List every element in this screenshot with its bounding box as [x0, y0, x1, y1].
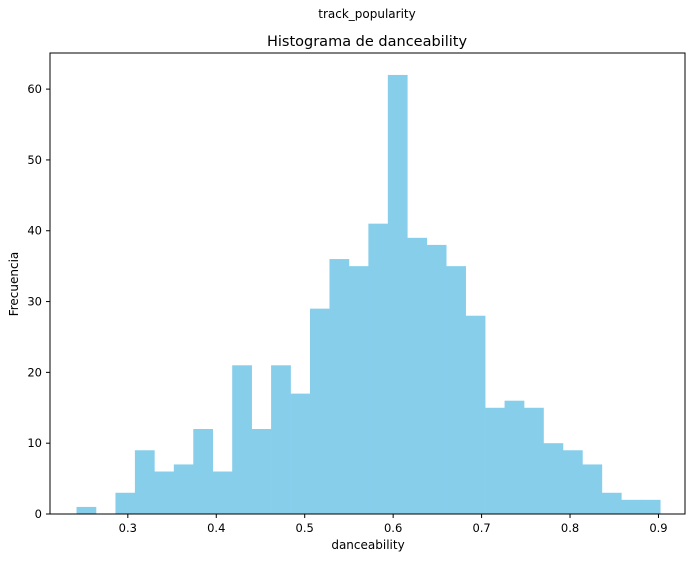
histogram-bar	[543, 443, 564, 514]
histogram-bar	[193, 429, 214, 514]
y-tick-label: 30	[27, 295, 42, 309]
y-tick-label: 40	[27, 224, 42, 238]
histogram-bar	[154, 471, 175, 514]
histogram-bar	[601, 492, 622, 514]
histogram-bar	[251, 429, 272, 514]
y-tick-label: 10	[27, 436, 42, 450]
histogram-bar	[115, 492, 136, 514]
histogram-bar	[271, 365, 291, 514]
histogram-bar	[621, 499, 642, 514]
x-tick-label: 0.5	[296, 521, 314, 535]
histogram-bar	[368, 223, 389, 514]
histogram-bar	[524, 407, 544, 514]
y-tick-label: 20	[27, 365, 42, 379]
y-tick-label: 0	[35, 507, 42, 521]
histogram-bar	[465, 315, 486, 514]
plot-frame	[49, 52, 686, 515]
x-tick-label: 0.6	[384, 521, 402, 535]
x-tick-label: 0.8	[561, 521, 579, 535]
histogram-bar	[407, 237, 428, 514]
histogram-bar	[504, 400, 525, 514]
x-axis-ticks: 0.3 0.4 0.5 0.6 0.7 0.8 0.9	[119, 514, 668, 535]
figure-suptitle: track_popularity	[318, 7, 415, 21]
histogram-bar	[426, 244, 447, 514]
y-axis-ticks: 0 10 20 30 40 50 60	[27, 82, 50, 521]
chart-title: Histograma de danceability	[267, 34, 467, 50]
x-tick-label: 0.3	[119, 521, 137, 535]
histogram-bar	[582, 464, 603, 514]
histogram-bar	[446, 266, 466, 514]
histogram-bar	[76, 506, 97, 514]
histogram-bar	[232, 365, 252, 514]
histogram-bar	[134, 450, 155, 514]
y-axis-label: Frecuencia	[7, 252, 21, 317]
y-tick-label: 50	[27, 153, 42, 167]
y-tick-label: 60	[27, 82, 42, 96]
histogram-bar	[348, 266, 369, 514]
histogram-bar	[640, 499, 661, 514]
histogram-bar	[290, 393, 311, 514]
histogram-bar	[310, 308, 330, 514]
histogram-bar	[212, 471, 233, 514]
x-tick-label: 0.9	[649, 521, 667, 535]
histogram-bar	[387, 74, 408, 514]
histogram-bar	[562, 450, 583, 514]
histogram-bar	[329, 259, 350, 514]
histogram-bar	[173, 464, 194, 514]
histogram-bars	[76, 74, 661, 514]
x-tick-label: 0.7	[472, 521, 490, 535]
histogram-bar	[485, 407, 505, 514]
x-axis-label: danceability	[331, 538, 404, 552]
x-tick-label: 0.4	[207, 521, 225, 535]
